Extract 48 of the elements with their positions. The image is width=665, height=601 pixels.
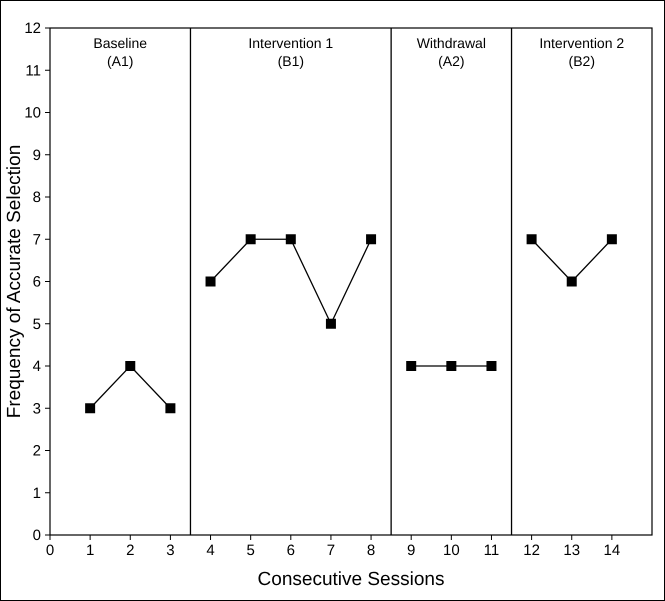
point [486, 361, 496, 371]
point [85, 403, 96, 414]
annotation: Withdrawal (A2) [416, 35, 486, 69]
y-axis-title: Frequency of Accurate Selection [4, 144, 25, 418]
y-tick-label: 0 [32, 527, 41, 544]
x-tick-label: 11 [484, 542, 500, 559]
y-tick-label: 2 [32, 442, 41, 460]
x-tick-label: 13 [563, 542, 580, 559]
point [566, 276, 577, 286]
point [206, 276, 216, 286]
y-tick-label: 11 [25, 62, 41, 80]
x-tick-label: 12 [523, 542, 540, 559]
point [446, 361, 456, 371]
x-tick-label: 6 [286, 542, 295, 559]
annotation: Baseline (A1) [93, 35, 148, 69]
x-tick-label: 5 [246, 542, 255, 559]
x-tick-label: 2 [126, 542, 134, 559]
point [606, 234, 617, 244]
y-tick-label: 3 [32, 400, 41, 418]
y-tick-label: 7 [32, 231, 41, 248]
x-tick-label: 4 [206, 542, 215, 559]
point [125, 361, 136, 371]
annotation: Intervention 1 (B1) [248, 35, 334, 69]
x-tick-label: 0 [46, 542, 54, 559]
point [246, 234, 256, 244]
point [286, 234, 296, 244]
x-tick-label: 10 [442, 542, 460, 559]
x-tick-label: 1 [86, 542, 94, 559]
x-tick-label: 9 [407, 542, 416, 559]
y-tick-label: 4 [32, 358, 41, 375]
point [526, 234, 537, 244]
point [406, 361, 416, 371]
y-tick-label: 1 [32, 484, 41, 502]
annotation: Intervention 2 (B2) [539, 35, 624, 69]
point [366, 234, 376, 244]
y-tick-label: 5 [32, 316, 41, 333]
point [326, 318, 336, 329]
x-tick-label: 3 [166, 542, 175, 559]
x-tick-label: 14 [604, 542, 620, 559]
y-tick-label: 6 [32, 274, 41, 290]
x-axis-title: Consecutive Sessions [258, 569, 444, 590]
point [165, 403, 176, 414]
y-tick-label: 10 [24, 104, 41, 122]
y-tick-label: 12 [24, 20, 41, 37]
y-tick-label: 8 [32, 189, 41, 206]
y-tick-label: 9 [32, 146, 41, 164]
x-tick-label: 7 [326, 542, 336, 559]
x-tick-label: 8 [366, 542, 376, 559]
